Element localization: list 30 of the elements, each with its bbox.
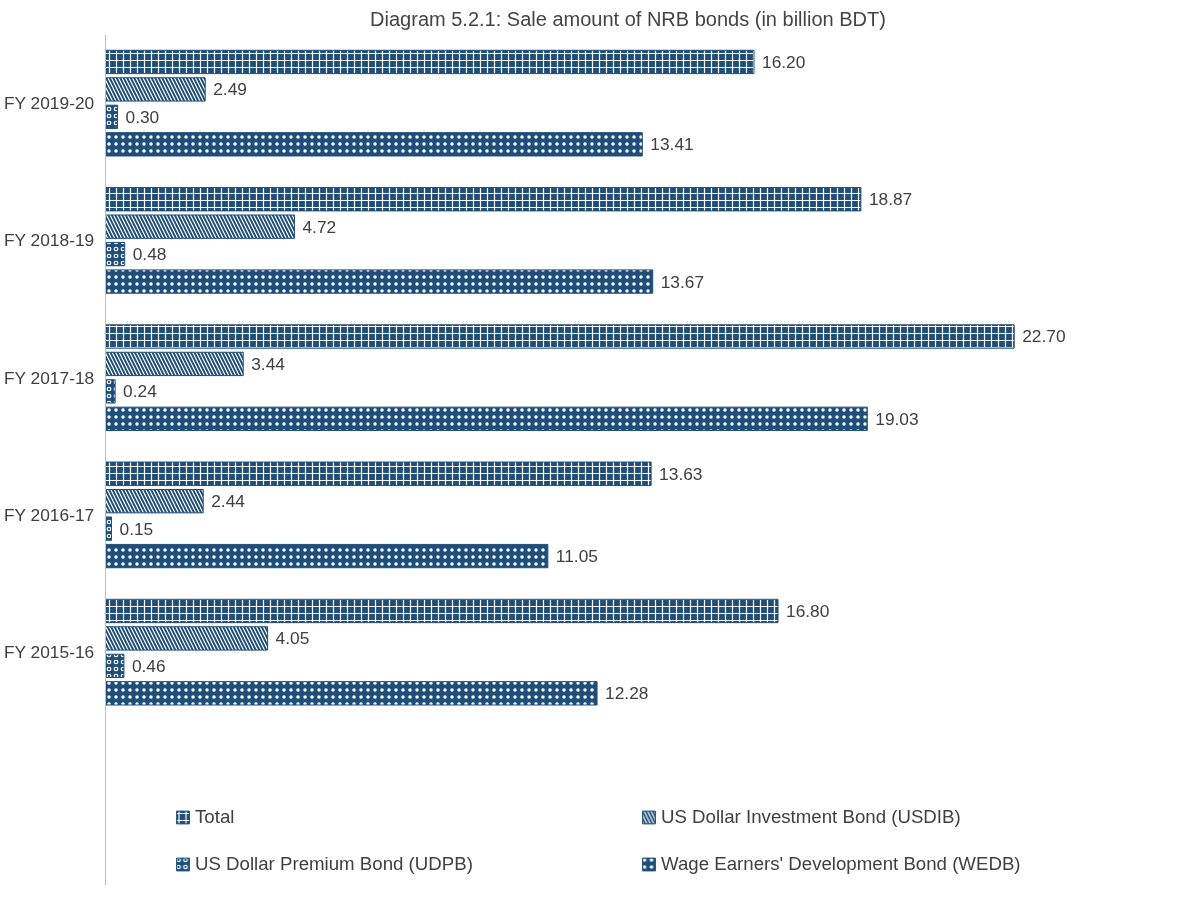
data-label: 13.67 (660, 271, 705, 292)
data-label: 19.03 (875, 408, 919, 429)
y-tick-label: FY 2015-16 (3, 642, 95, 663)
y-tick-label: FY 2019-20 (3, 93, 95, 114)
data-label: 0.30 (125, 106, 160, 127)
data-label: 22.70 (1022, 326, 1066, 347)
data-label: 3.44 (251, 353, 286, 374)
data-label: 18.87 (868, 189, 913, 210)
data-label: 0.24 (123, 381, 158, 402)
data-label: 2.49 (213, 79, 247, 100)
data-label: 0.15 (119, 518, 154, 539)
y-tick-label: FY 2017-18 (3, 367, 95, 388)
data-label: 0.46 (131, 655, 166, 676)
y-tick-label: FY 2018-19 (3, 230, 95, 251)
data-label: 4.05 (275, 628, 310, 649)
legend-label: Total (195, 806, 236, 828)
data-label: 13.41 (650, 134, 694, 155)
data-label: 4.72 (302, 216, 337, 237)
data-label: 16.20 (762, 51, 806, 72)
data-label: 13.63 (659, 463, 703, 484)
legend-label: Wage Earners' Development Bond (WEDB) (661, 853, 1022, 875)
legend-label: US Dollar Investment Bond (USDIB) (661, 806, 962, 828)
legend-label: US Dollar Premium Bond (UDPB) (195, 853, 474, 875)
data-label: 2.44 (211, 491, 246, 512)
chart-title: Diagram 5.2.1: Sale amount of NRB bonds (in billion BDT) (370, 7, 886, 30)
data-label: 12.28 (605, 683, 649, 704)
data-label: 16.80 (786, 600, 830, 621)
data-label: 11.05 (555, 546, 598, 567)
y-tick-label: FY 2016-17 (3, 504, 95, 525)
data-label: 0.48 (132, 244, 167, 265)
